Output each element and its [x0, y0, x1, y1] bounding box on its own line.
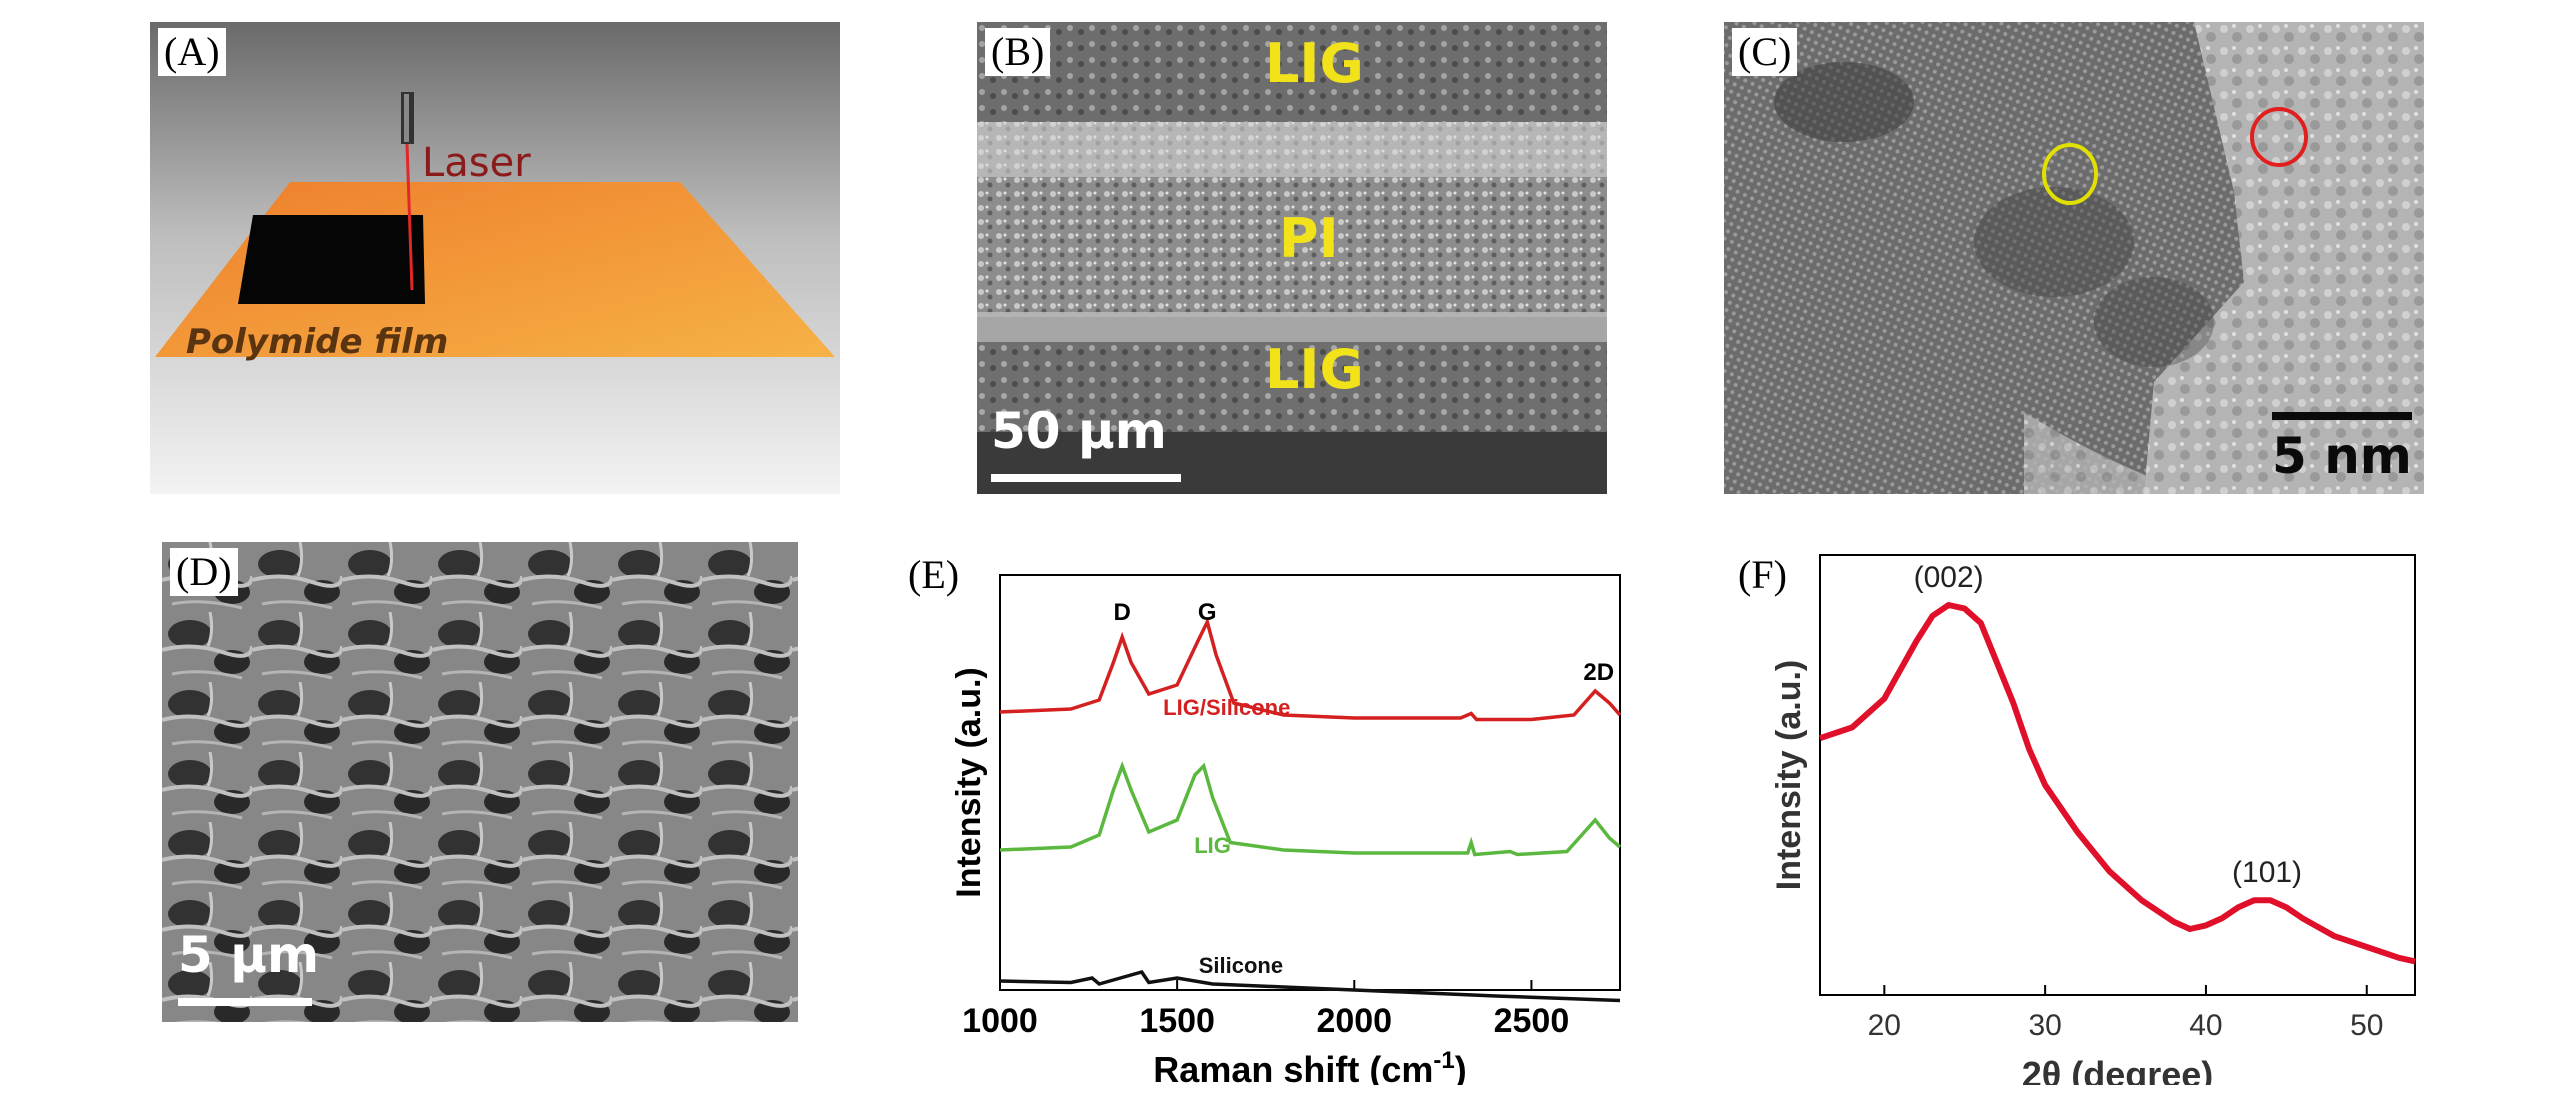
laser-written-region [238, 215, 425, 304]
lig-bottom-label: LIG [1265, 338, 1364, 401]
panel-b-label: (B) [985, 28, 1051, 76]
laser-schematic [150, 22, 840, 494]
series-label: Silicone [1199, 953, 1283, 978]
xrd-pattern-chart: 20 30 40 50 2θ (degree) Intensity (a.u.) (002)… [1770, 554, 2416, 1085]
panel-d: (D) 5 µm [162, 542, 798, 1022]
panel-d-label: (D) [170, 548, 238, 596]
panel-b: (B) LIG PI LIG 50 µm [977, 22, 1607, 494]
peak-annotation: (101) [2232, 856, 2302, 889]
x-axis-label: 2θ (degree) [2022, 1054, 2214, 1085]
peak-annotation: G [1198, 599, 1217, 626]
x-tick-label: 2000 [1316, 1002, 1392, 1040]
scale-bar [178, 998, 312, 1006]
y-axis-label: Intensity (a.u.) [1770, 660, 1808, 890]
xrd-curve [1819, 602, 2416, 965]
x-axis-label: Raman shift (cm-1) [1153, 1047, 1466, 1085]
peak-annotation: D [1114, 599, 1131, 626]
scale-bar-label: 50 µm [991, 402, 1167, 460]
panel-f-label: (F) [1738, 552, 1787, 597]
x-tick-label: 2500 [1494, 1002, 1570, 1040]
peak-annotation: 2D [1583, 659, 1614, 686]
panel-e: (E) 1000 1500 2000 2500 Raman shift (cm-1) In… [900, 545, 1640, 1085]
y-axis-label: Intensity (a.u.) [950, 667, 988, 897]
panel-a-label: (A) [158, 28, 226, 76]
laser-beam [405, 143, 414, 291]
x-tick-label: 40 [2189, 1009, 2222, 1042]
x-tick-label: 1500 [1139, 1002, 1215, 1040]
x-tick-label: 30 [2028, 1009, 2061, 1042]
tem-lattice-image [1724, 22, 2424, 494]
amorphous-region-marker [2250, 107, 2308, 167]
scale-bar [991, 474, 1181, 482]
peak-annotation: (002) [1914, 561, 1984, 594]
scale-bar-label: 5 nm [2272, 427, 2412, 485]
raman-spectrum-chart: 1000 1500 2000 2500 Raman shift (cm-1) Intens… [950, 574, 1622, 1085]
crystalline-region-marker [2042, 143, 2098, 205]
pi-label: PI [1279, 207, 1339, 270]
scale-bar [2272, 412, 2412, 420]
film-label: Polymide film [186, 322, 449, 362]
laser-label: Laser [422, 140, 531, 186]
panel-a: (A) Laser Polymide film [150, 22, 840, 494]
x-tick-label: 20 [1868, 1009, 1901, 1042]
lig-top-label: LIG [1265, 32, 1364, 95]
scale-bar-label: 5 µm [178, 926, 320, 984]
x-tick-label: 1000 [962, 1002, 1038, 1040]
series-label: LIG/Silicone [1163, 695, 1290, 720]
series-line-lig-silicone [999, 617, 1622, 722]
x-tick-label: 50 [2350, 1009, 2383, 1042]
series-line-lig [999, 760, 1622, 857]
panel-f: (F) 20 30 40 50 2θ (degree) Intensity (a.u.) (… [1730, 545, 2450, 1085]
series-label: LIG [1194, 833, 1231, 858]
panel-e-label: (E) [908, 552, 960, 597]
panel-c-label: (C) [1732, 28, 1798, 76]
series-line-silicone [999, 969, 1621, 1003]
sem-porous-image [162, 542, 798, 1022]
sem-cross-section [977, 22, 1607, 494]
panel-c: (C) 5 nm [1724, 22, 2424, 494]
plot-frame [1819, 554, 2416, 996]
plot-frame [999, 574, 1621, 991]
